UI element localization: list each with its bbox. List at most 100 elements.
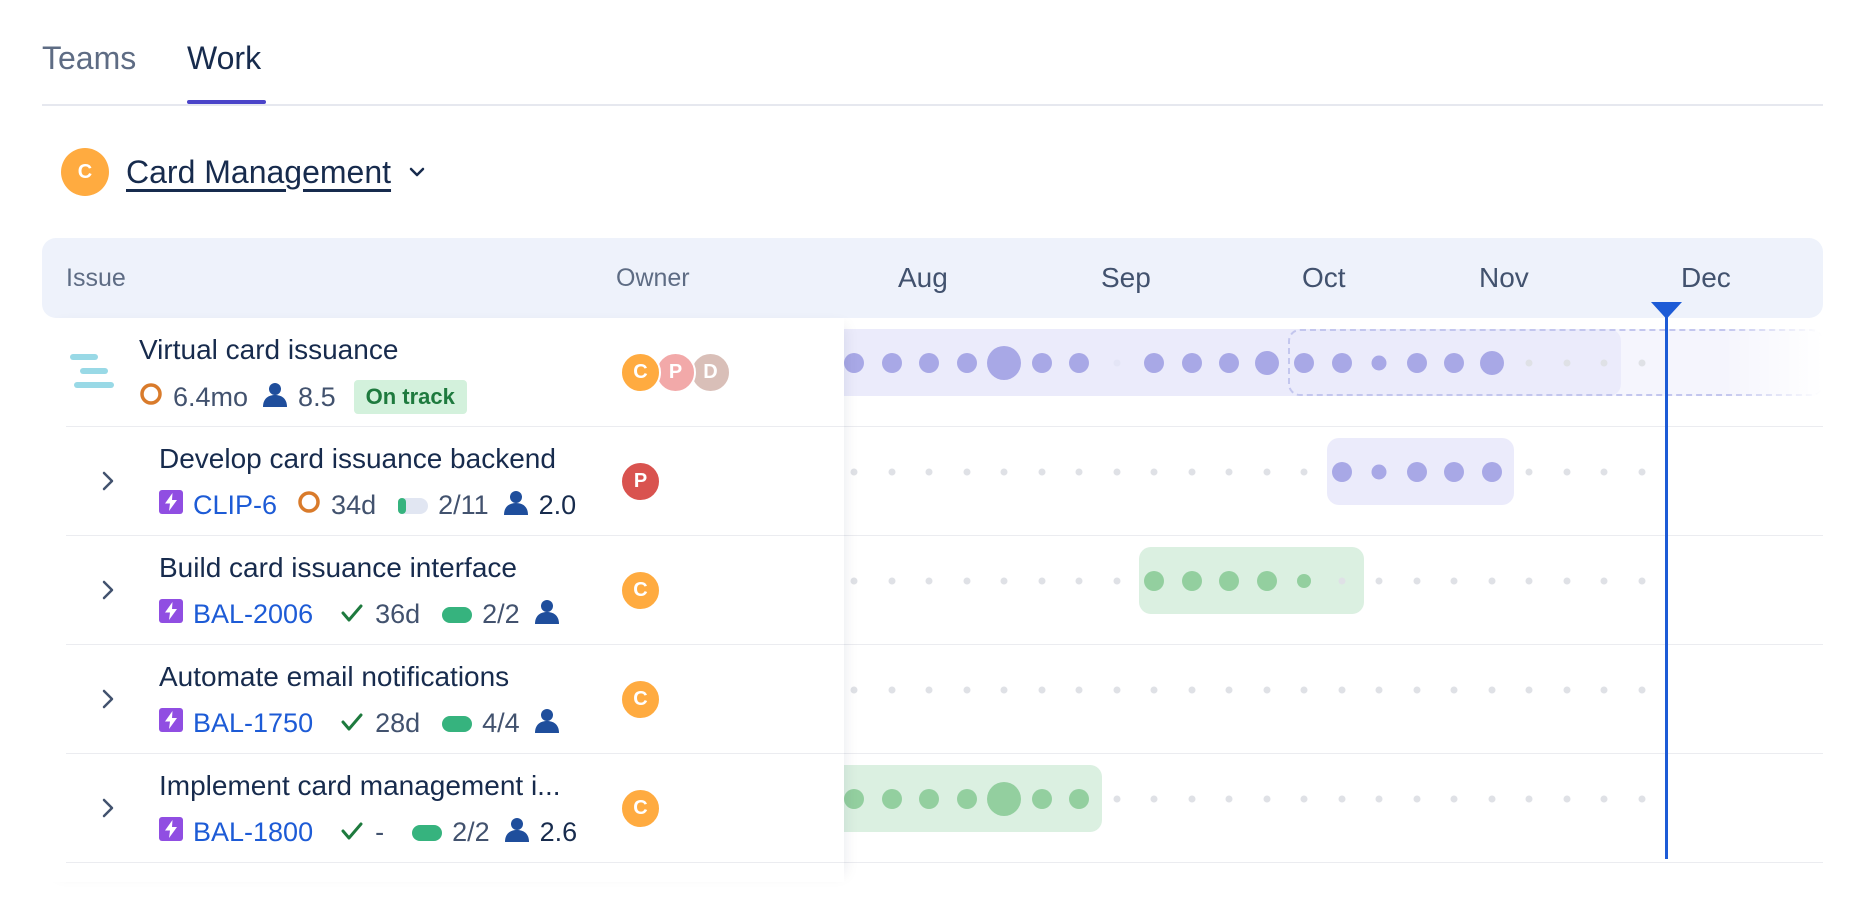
table-header: Issue Owner Aug Sep Oct Nov Dec	[42, 238, 1823, 318]
timeline-dot	[844, 352, 864, 373]
timeline-dot	[1563, 468, 1570, 475]
timeline-dot	[1219, 352, 1239, 373]
progress-pill-icon	[412, 817, 443, 848]
table-row[interactable]: Virtual card issuance 6.4mo 8.5 On track…	[66, 318, 844, 427]
timeline-dot	[1525, 359, 1533, 366]
timeline-dot	[1038, 577, 1045, 584]
status-badge: On track	[353, 380, 467, 414]
timeline-dot	[963, 577, 970, 584]
table-row[interactable]: Develop card issuance backend CLIP-6 34d…	[66, 427, 844, 536]
timeline-dot	[1300, 468, 1308, 475]
in-progress-ring-icon	[139, 382, 163, 413]
chevron-right-icon[interactable]	[94, 576, 122, 604]
issue-meta: CLIP-6 34d 2/11 2.0	[159, 489, 589, 522]
chevron-right-icon[interactable]	[94, 794, 122, 822]
timeline-dot	[1371, 355, 1387, 370]
person-icon	[534, 598, 560, 631]
timeline-dot	[1406, 461, 1427, 482]
lightning-icon	[159, 817, 183, 848]
issue-title[interactable]: Virtual card issuance	[139, 334, 399, 365]
timeline-dot	[1219, 570, 1239, 591]
timeline-dot	[1031, 788, 1052, 809]
avatar[interactable]: C	[620, 679, 661, 720]
avatar[interactable]: C	[620, 788, 661, 829]
row-divider	[844, 426, 1823, 427]
progress: 2/2	[482, 599, 520, 629]
timeline-dot	[963, 468, 970, 475]
issue-key[interactable]: CLIP-6	[193, 490, 278, 520]
tab-teams[interactable]: Teams	[42, 40, 137, 76]
table-row[interactable]: Implement card management i... BAL-1800 …	[66, 754, 844, 863]
issue-meta: 6.4mo 8.5 On track	[139, 380, 579, 414]
team-name[interactable]: Card Management	[126, 153, 392, 190]
timeline-dot	[888, 686, 895, 693]
month-sep: Sep	[1101, 262, 1151, 293]
tab-work[interactable]: Work	[187, 40, 262, 76]
month-aug: Aug	[898, 262, 948, 293]
timeline-dot	[1638, 795, 1645, 802]
timeline-dot	[1444, 461, 1464, 482]
timeline-dot	[1413, 795, 1420, 802]
chevron-down-icon[interactable]	[405, 160, 429, 184]
timeline-dot	[881, 788, 902, 809]
timeline-dot	[1406, 352, 1427, 373]
avatar[interactable]: P	[620, 461, 661, 502]
issue-title[interactable]: Develop card issuance backend	[159, 443, 556, 474]
issue-key[interactable]: BAL-1750	[193, 708, 314, 738]
avatar[interactable]: C	[620, 352, 661, 393]
avatar[interactable]: D	[690, 352, 731, 393]
timeline-dot	[850, 577, 858, 584]
timeline-dot	[1525, 795, 1533, 802]
timeline-dot	[1375, 795, 1383, 802]
timeline-dot	[1563, 359, 1570, 366]
progress: 2/11	[438, 490, 489, 520]
team-selector[interactable]: C Card Management	[61, 148, 429, 196]
column-owner: Owner	[616, 264, 690, 292]
timeline-dot	[1069, 352, 1089, 373]
timeline-dot	[1031, 352, 1052, 373]
timeline-dot	[1150, 686, 1158, 693]
timeline-dot	[1225, 468, 1233, 475]
table-row[interactable]: Build card issuance interface BAL-2006 3…	[66, 536, 844, 645]
timeline-dot	[1413, 577, 1420, 584]
in-progress-ring-icon	[297, 490, 321, 521]
issue-title[interactable]: Build card issuance interface	[159, 552, 517, 583]
duration: 36d	[375, 599, 421, 629]
timeline-dot	[881, 352, 902, 373]
avatar[interactable]: P	[655, 352, 696, 393]
active-tab-indicator	[187, 100, 266, 104]
timeline-dot	[1256, 570, 1277, 591]
timeline-dot	[1075, 468, 1083, 475]
timeline-dot	[1263, 795, 1270, 802]
timeline-dot	[1113, 577, 1120, 584]
timeline-dot	[1600, 468, 1608, 475]
timeline-dot	[1563, 795, 1570, 802]
timeline-dot	[1331, 461, 1352, 482]
avatar[interactable]: C	[620, 570, 661, 611]
timeline-dot	[888, 577, 895, 584]
issue-list: Virtual card issuance 6.4mo 8.5 On track…	[42, 318, 844, 882]
timeline-dot	[1150, 795, 1158, 802]
timeline-dot	[1563, 686, 1570, 693]
issue-title[interactable]: Automate email notifications	[159, 661, 510, 692]
progress-pill-icon	[442, 599, 473, 630]
timeline-dot	[1144, 352, 1164, 373]
duration: 6.4mo	[173, 381, 249, 412]
chevron-right-icon[interactable]	[94, 685, 122, 713]
timeline-dot	[1188, 468, 1195, 475]
timeline-dot	[1225, 686, 1233, 693]
timeline-dot	[1600, 359, 1608, 366]
duration: 28d	[375, 708, 421, 738]
row-divider	[844, 535, 1823, 536]
duration: -	[375, 817, 385, 847]
table-row[interactable]: Automate email notifications BAL-1750 28…	[66, 645, 844, 754]
chevron-right-icon[interactable]	[94, 467, 122, 495]
timeline-dot	[1338, 577, 1345, 584]
timeline-dot	[1188, 686, 1195, 693]
issue-title[interactable]: Implement card management i...	[159, 770, 561, 801]
timeline-dot	[1638, 577, 1645, 584]
issue-key[interactable]: BAL-2006	[193, 599, 314, 629]
timeline-dot	[1450, 577, 1458, 584]
issue-key[interactable]: BAL-1800	[193, 817, 314, 847]
timeline-dot	[1479, 350, 1504, 375]
